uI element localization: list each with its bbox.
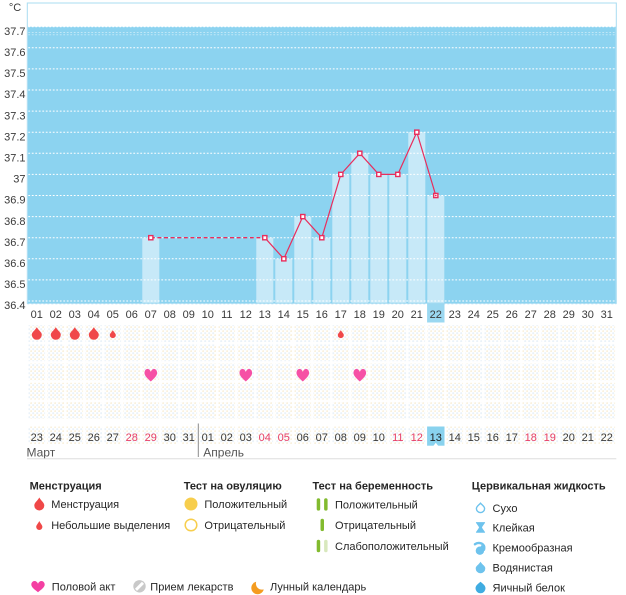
svg-text:05: 05 bbox=[278, 432, 290, 444]
svg-text:01: 01 bbox=[202, 432, 214, 444]
svg-text:28: 28 bbox=[544, 309, 556, 321]
svg-text:15: 15 bbox=[297, 309, 309, 321]
svg-text:14: 14 bbox=[449, 432, 461, 444]
svg-text:21: 21 bbox=[582, 432, 594, 444]
svg-text:03: 03 bbox=[240, 432, 252, 444]
svg-text:Сухо: Сухо bbox=[493, 503, 518, 515]
svg-text:°C: °C bbox=[9, 2, 21, 14]
svg-text:37.6: 37.6 bbox=[4, 47, 25, 59]
svg-text:26: 26 bbox=[506, 309, 518, 321]
svg-text:08: 08 bbox=[335, 432, 347, 444]
svg-text:Менструация: Менструация bbox=[51, 499, 119, 511]
svg-text:Менструация: Менструация bbox=[30, 481, 102, 493]
svg-text:07: 07 bbox=[145, 309, 157, 321]
svg-text:Яичный белок: Яичный белок bbox=[493, 582, 566, 594]
svg-text:37.7: 37.7 bbox=[4, 26, 25, 38]
svg-text:22: 22 bbox=[430, 309, 442, 321]
svg-text:09: 09 bbox=[354, 432, 366, 444]
svg-text:19: 19 bbox=[544, 432, 556, 444]
svg-text:09: 09 bbox=[183, 309, 195, 321]
svg-text:06: 06 bbox=[297, 432, 309, 444]
svg-text:Тест на беременность: Тест на беременность bbox=[313, 481, 434, 493]
svg-text:Положительный: Положительный bbox=[335, 499, 418, 511]
svg-text:22: 22 bbox=[601, 432, 613, 444]
svg-text:Положительный: Положительный bbox=[204, 499, 287, 511]
svg-text:Тест на овуляцию: Тест на овуляцию bbox=[184, 481, 282, 493]
svg-text:16: 16 bbox=[487, 432, 499, 444]
svg-text:04: 04 bbox=[88, 309, 100, 321]
svg-text:21: 21 bbox=[411, 309, 423, 321]
svg-text:01: 01 bbox=[31, 309, 43, 321]
svg-text:10: 10 bbox=[202, 309, 214, 321]
svg-text:20: 20 bbox=[392, 309, 404, 321]
svg-text:24: 24 bbox=[50, 432, 62, 444]
svg-text:04: 04 bbox=[259, 432, 271, 444]
svg-text:26: 26 bbox=[88, 432, 100, 444]
svg-text:30: 30 bbox=[164, 432, 176, 444]
svg-text:14: 14 bbox=[278, 309, 290, 321]
svg-text:23: 23 bbox=[31, 432, 43, 444]
svg-text:11: 11 bbox=[221, 309, 232, 321]
svg-text:37: 37 bbox=[13, 174, 25, 186]
svg-text:28: 28 bbox=[126, 432, 138, 444]
svg-text:Март: Март bbox=[27, 446, 56, 460]
svg-text:36.5: 36.5 bbox=[4, 279, 25, 291]
svg-text:Отрицательный: Отрицательный bbox=[204, 520, 285, 532]
svg-text:23: 23 bbox=[449, 309, 461, 321]
svg-text:25: 25 bbox=[487, 309, 499, 321]
svg-text:Слабоположительный: Слабоположительный bbox=[335, 541, 449, 553]
svg-text:18: 18 bbox=[354, 309, 366, 321]
svg-text:36.7: 36.7 bbox=[4, 237, 25, 249]
svg-text:12: 12 bbox=[411, 432, 423, 444]
svg-text:37.3: 37.3 bbox=[4, 110, 25, 122]
svg-text:07: 07 bbox=[316, 432, 328, 444]
svg-text:02: 02 bbox=[50, 309, 62, 321]
svg-text:02: 02 bbox=[221, 432, 233, 444]
svg-text:11: 11 bbox=[392, 432, 403, 444]
svg-text:27: 27 bbox=[107, 432, 119, 444]
svg-text:24: 24 bbox=[468, 309, 480, 321]
svg-text:25: 25 bbox=[69, 432, 81, 444]
svg-text:16: 16 bbox=[316, 309, 328, 321]
svg-text:12: 12 bbox=[240, 309, 252, 321]
svg-text:05: 05 bbox=[107, 309, 119, 321]
svg-text:13: 13 bbox=[259, 309, 271, 321]
svg-text:31: 31 bbox=[601, 309, 613, 321]
svg-text:36.9: 36.9 bbox=[4, 195, 25, 207]
svg-text:37.5: 37.5 bbox=[4, 68, 25, 80]
svg-text:Лунный календарь: Лунный календарь bbox=[270, 582, 367, 594]
svg-text:03: 03 bbox=[69, 309, 81, 321]
svg-text:13: 13 bbox=[430, 432, 442, 444]
svg-text:18: 18 bbox=[525, 432, 537, 444]
svg-text:Водянистая: Водянистая bbox=[493, 563, 553, 575]
svg-text:Апрель: Апрель bbox=[203, 446, 244, 460]
svg-text:36.8: 36.8 bbox=[4, 216, 25, 228]
svg-text:Клейкая: Клейкая bbox=[493, 522, 535, 534]
svg-text:Кремообразная: Кремообразная bbox=[493, 543, 573, 555]
svg-text:36.4: 36.4 bbox=[4, 300, 25, 312]
svg-text:15: 15 bbox=[468, 432, 480, 444]
svg-text:19: 19 bbox=[373, 309, 385, 321]
svg-text:37.2: 37.2 bbox=[4, 131, 25, 143]
svg-text:17: 17 bbox=[335, 309, 347, 321]
svg-text:31: 31 bbox=[183, 432, 195, 444]
svg-text:Цервикальная жидкость: Цервикальная жидкость bbox=[472, 481, 606, 493]
svg-text:Прием лекарств: Прием лекарств bbox=[150, 581, 233, 593]
svg-text:29: 29 bbox=[145, 432, 157, 444]
svg-text:36.6: 36.6 bbox=[4, 258, 25, 270]
svg-text:17: 17 bbox=[506, 432, 518, 444]
svg-text:30: 30 bbox=[582, 309, 594, 321]
svg-text:29: 29 bbox=[563, 309, 575, 321]
svg-text:Отрицательный: Отрицательный bbox=[335, 520, 416, 532]
svg-text:Небольшие выделения: Небольшие выделения bbox=[51, 520, 170, 532]
svg-text:27: 27 bbox=[525, 309, 537, 321]
svg-text:37.4: 37.4 bbox=[4, 89, 25, 101]
svg-text:08: 08 bbox=[164, 309, 176, 321]
svg-text:10: 10 bbox=[373, 432, 385, 444]
svg-text:06: 06 bbox=[126, 309, 138, 321]
svg-text:37.1: 37.1 bbox=[4, 153, 25, 165]
svg-text:Половой акт: Половой акт bbox=[52, 582, 116, 594]
svg-text:20: 20 bbox=[563, 432, 575, 444]
